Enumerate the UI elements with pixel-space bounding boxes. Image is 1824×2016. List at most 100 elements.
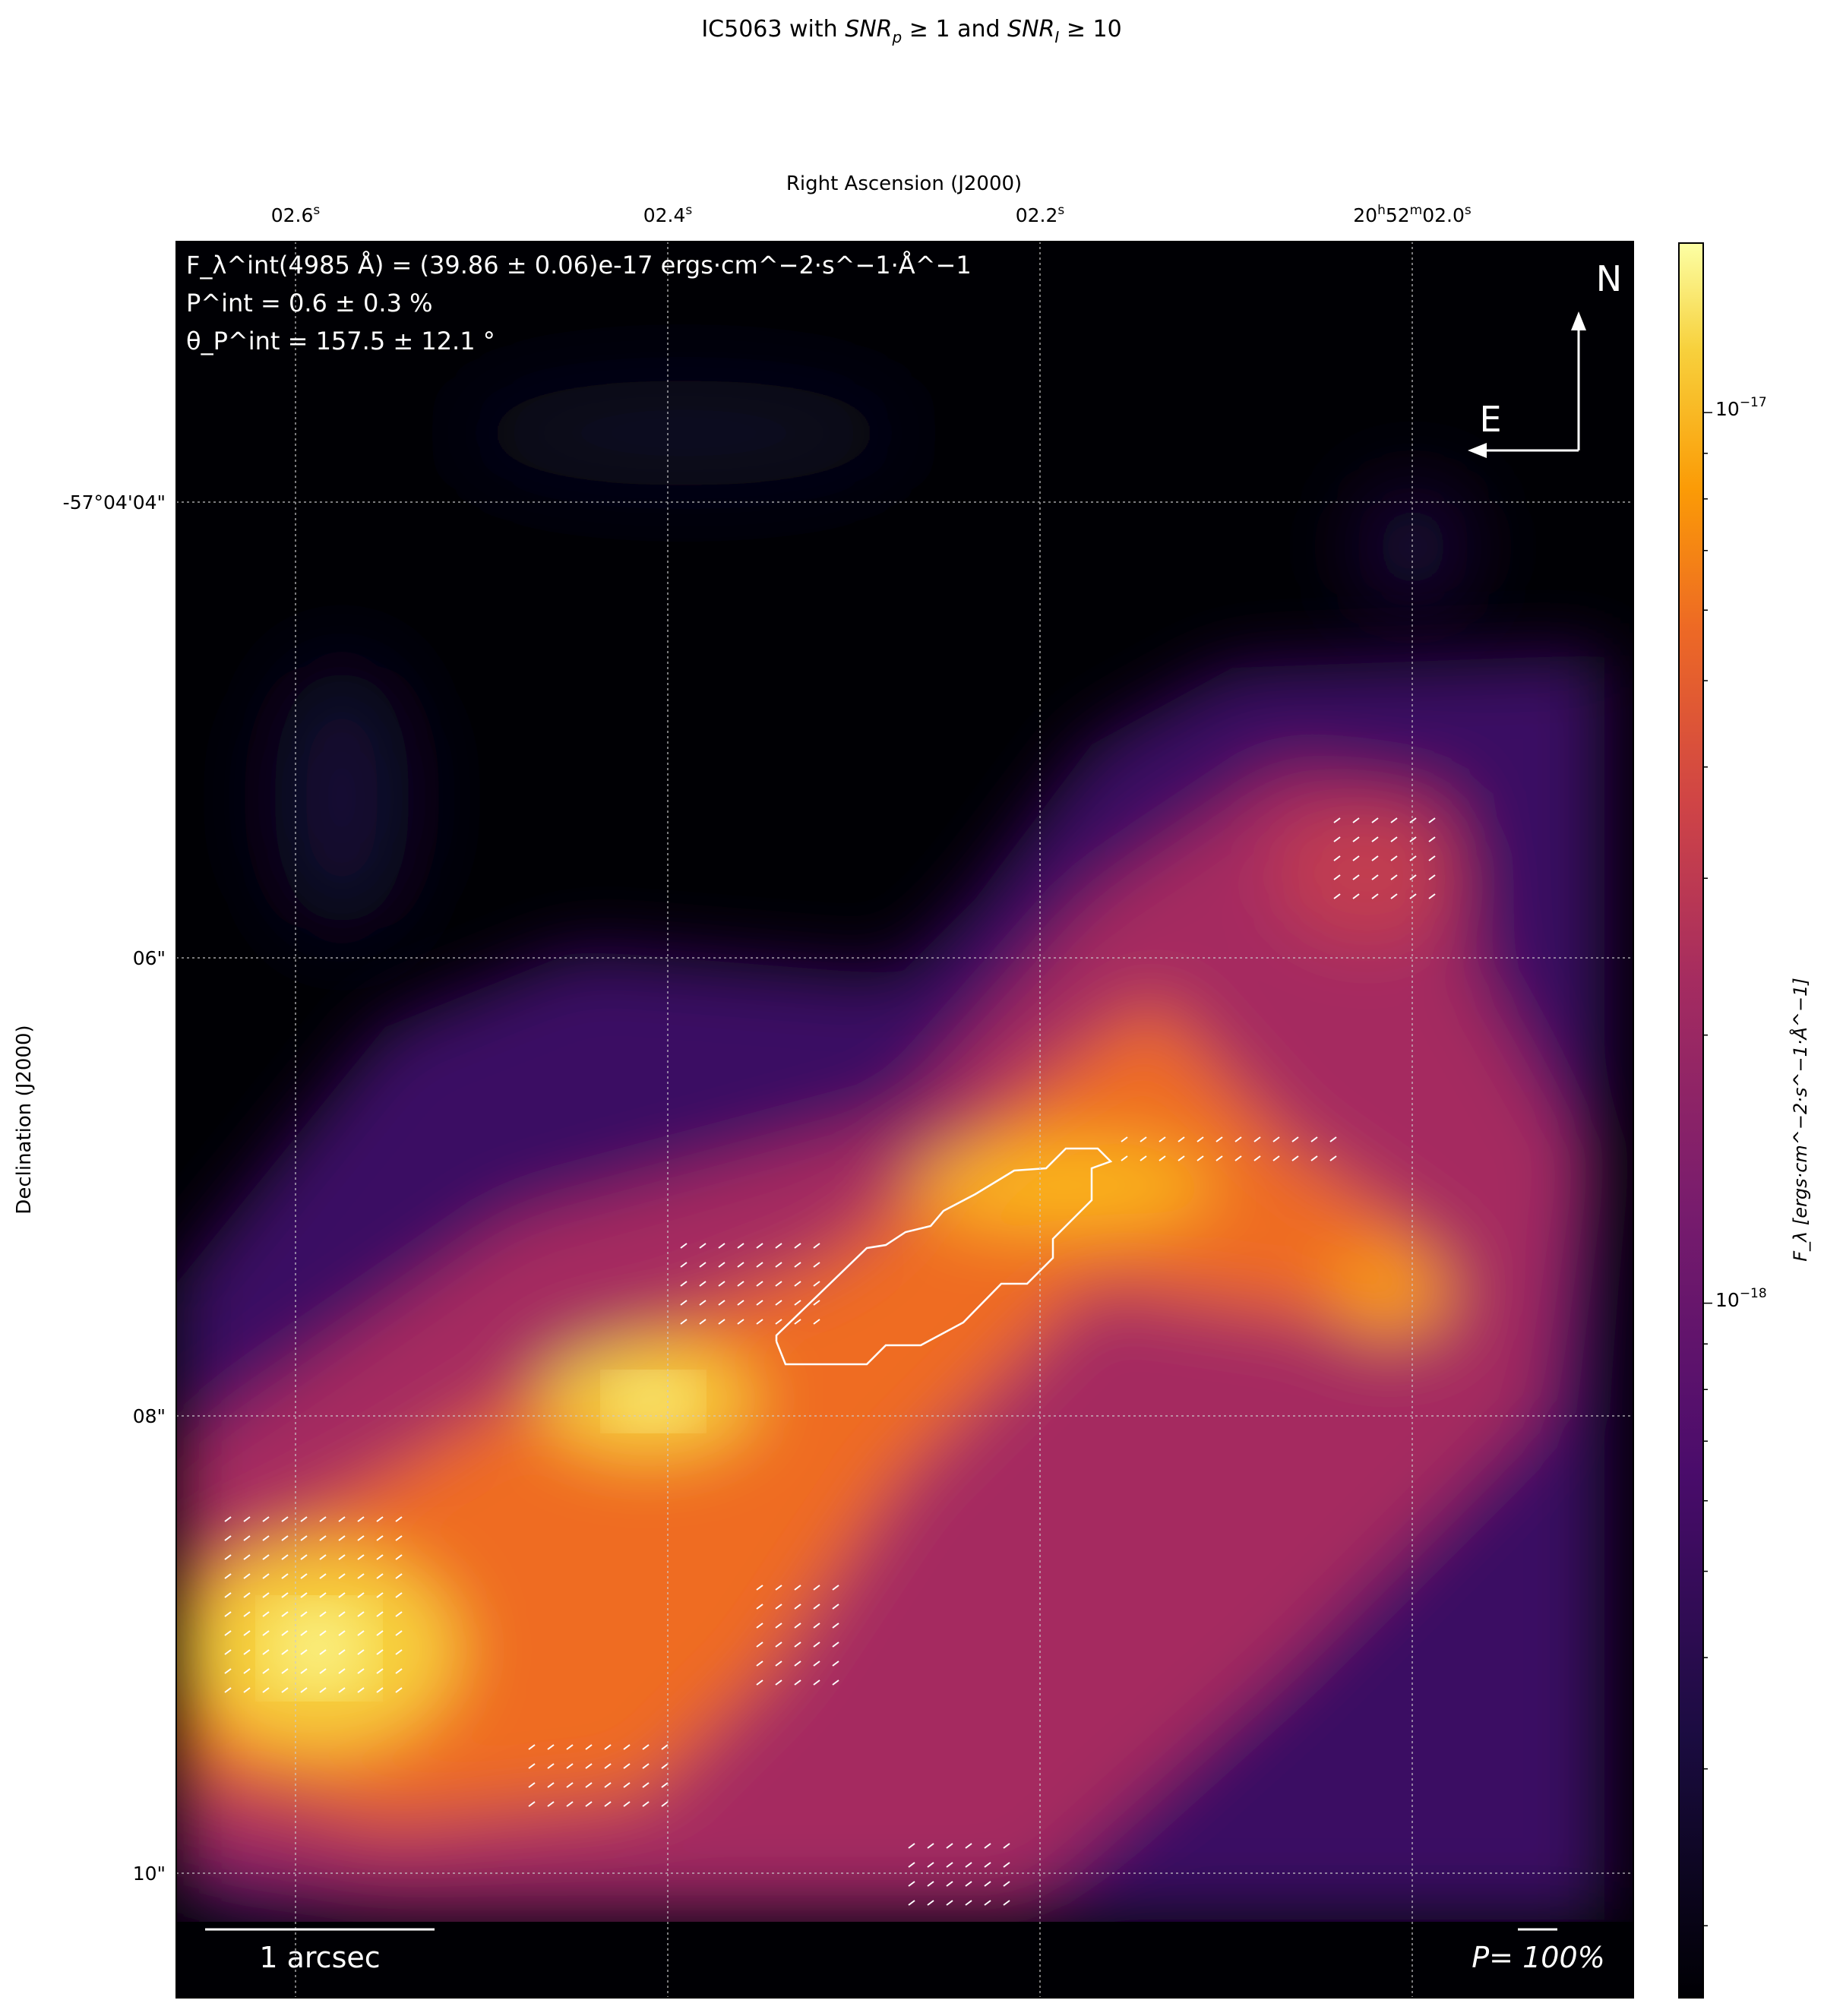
polarization-vector xyxy=(737,1319,744,1325)
polarization-vector xyxy=(832,1585,839,1591)
polarization-vector xyxy=(319,1535,327,1541)
polarization-vector xyxy=(338,1535,346,1541)
y-tick: 08" xyxy=(133,1405,166,1427)
polarization-vector xyxy=(718,1262,725,1268)
polarization-vector xyxy=(338,1592,346,1598)
polarization-vector xyxy=(281,1554,289,1560)
polarization-vector xyxy=(528,1801,536,1807)
polarization-vector xyxy=(813,1661,820,1667)
polarization-vector xyxy=(243,1668,251,1674)
polarization-vector xyxy=(357,1516,365,1522)
polarization-vector xyxy=(1352,817,1360,823)
polarization-vector xyxy=(395,1592,403,1598)
polarization-vector xyxy=(680,1319,688,1325)
polarization-vector xyxy=(756,1243,763,1249)
polarization-vector xyxy=(1291,1155,1299,1161)
polarization-vector xyxy=(661,1801,669,1807)
polarization-vector xyxy=(965,1862,972,1868)
vector-scale-label: P= 100% xyxy=(1472,1941,1604,1974)
polarization-vector xyxy=(794,1243,801,1249)
polarization-vector xyxy=(984,1862,991,1868)
y-tick: 06" xyxy=(133,947,166,969)
polarization-vector xyxy=(965,1843,972,1849)
polarization-annotation: P^int = 0.6 ± 0.3 % xyxy=(186,289,433,318)
polarization-vectors xyxy=(224,817,1436,1906)
polarization-vector xyxy=(794,1300,801,1306)
polarization-vector xyxy=(1140,1136,1147,1142)
polarization-vector xyxy=(813,1243,820,1249)
polarization-vector xyxy=(300,1687,308,1693)
flux-annotation: F_λ^int(4985 Å) = (39.86 ± 0.06)e-17 erg… xyxy=(186,251,972,280)
polarization-vector xyxy=(680,1243,688,1249)
polarization-vector xyxy=(756,1281,763,1287)
polarization-vector xyxy=(1390,855,1398,861)
polarization-vector xyxy=(1390,836,1398,842)
plot-frame xyxy=(175,241,1634,1999)
polarization-vector xyxy=(908,1862,915,1868)
polarization-vector xyxy=(1371,874,1379,880)
x-tick: 02.4s xyxy=(643,203,693,226)
polarization-vector xyxy=(319,1592,327,1598)
polarization-vector xyxy=(281,1630,289,1636)
polarization-vector xyxy=(357,1535,365,1541)
polarization-vector xyxy=(604,1763,612,1769)
polarization-vector xyxy=(737,1300,744,1306)
polarization-vector xyxy=(224,1554,232,1560)
colorbar xyxy=(1678,242,1704,1999)
polarization-vector xyxy=(794,1604,801,1610)
polarization-vector xyxy=(262,1611,270,1617)
polarization-vector xyxy=(699,1281,707,1287)
polarization-vector xyxy=(338,1554,346,1560)
angle-annotation: θ_P^int = 157.5 ± 12.1 ° xyxy=(186,327,495,355)
polarization-vector xyxy=(585,1744,593,1750)
polarization-vector xyxy=(262,1592,270,1598)
polarization-vector xyxy=(319,1573,327,1579)
polarization-vector xyxy=(642,1763,650,1769)
polarization-vector xyxy=(794,1642,801,1648)
polarization-vector xyxy=(680,1281,688,1287)
polarization-vector xyxy=(1390,817,1398,823)
polarization-vector xyxy=(1409,874,1417,880)
grid xyxy=(176,242,1633,1998)
colorbar-tick-label: 10−18 xyxy=(1715,1286,1767,1311)
polarization-vector xyxy=(357,1687,365,1693)
polarization-vector xyxy=(1428,855,1436,861)
polarization-vector xyxy=(1428,874,1436,880)
polarization-vector xyxy=(1352,836,1360,842)
polarization-vector xyxy=(756,1319,763,1325)
polarization-vector xyxy=(1409,893,1417,899)
polarization-vector xyxy=(1333,874,1341,880)
polarization-vector xyxy=(927,1881,934,1887)
polarization-vector xyxy=(281,1687,289,1693)
polarization-vector xyxy=(984,1843,991,1849)
polarization-vector xyxy=(1253,1136,1261,1142)
polarization-vector xyxy=(946,1843,953,1849)
polarization-vector xyxy=(946,1881,953,1887)
polarization-vector xyxy=(775,1243,782,1249)
polarization-vector xyxy=(243,1649,251,1655)
x-tick: 20h52m02.0s xyxy=(1353,203,1472,226)
polarization-vector xyxy=(680,1300,688,1306)
polarization-vector xyxy=(1409,836,1417,842)
polarization-vector xyxy=(319,1516,327,1522)
polarization-vector xyxy=(1003,1900,1010,1906)
colorbar-ticks xyxy=(1703,412,1712,1926)
polarization-vector xyxy=(395,1573,403,1579)
colorbar-label: F_λ [ergs·cm^−2·s^−1·Å^−1] xyxy=(1789,978,1811,1262)
polarization-vector xyxy=(243,1687,251,1693)
polarization-vector xyxy=(604,1801,612,1807)
polarization-vector xyxy=(813,1262,820,1268)
polarization-vector xyxy=(395,1630,403,1636)
polarization-vector xyxy=(224,1687,232,1693)
polarization-vector xyxy=(1409,817,1417,823)
polarization-vector xyxy=(1371,817,1379,823)
polarization-vector xyxy=(395,1649,403,1655)
polarization-vector xyxy=(1333,855,1341,861)
x-tick: 02.6s xyxy=(271,203,321,226)
polarization-vector xyxy=(300,1535,308,1541)
polarization-vector xyxy=(395,1554,403,1560)
polarization-vector xyxy=(908,1900,915,1906)
polarization-vector xyxy=(1003,1881,1010,1887)
polarization-vector xyxy=(338,1668,346,1674)
